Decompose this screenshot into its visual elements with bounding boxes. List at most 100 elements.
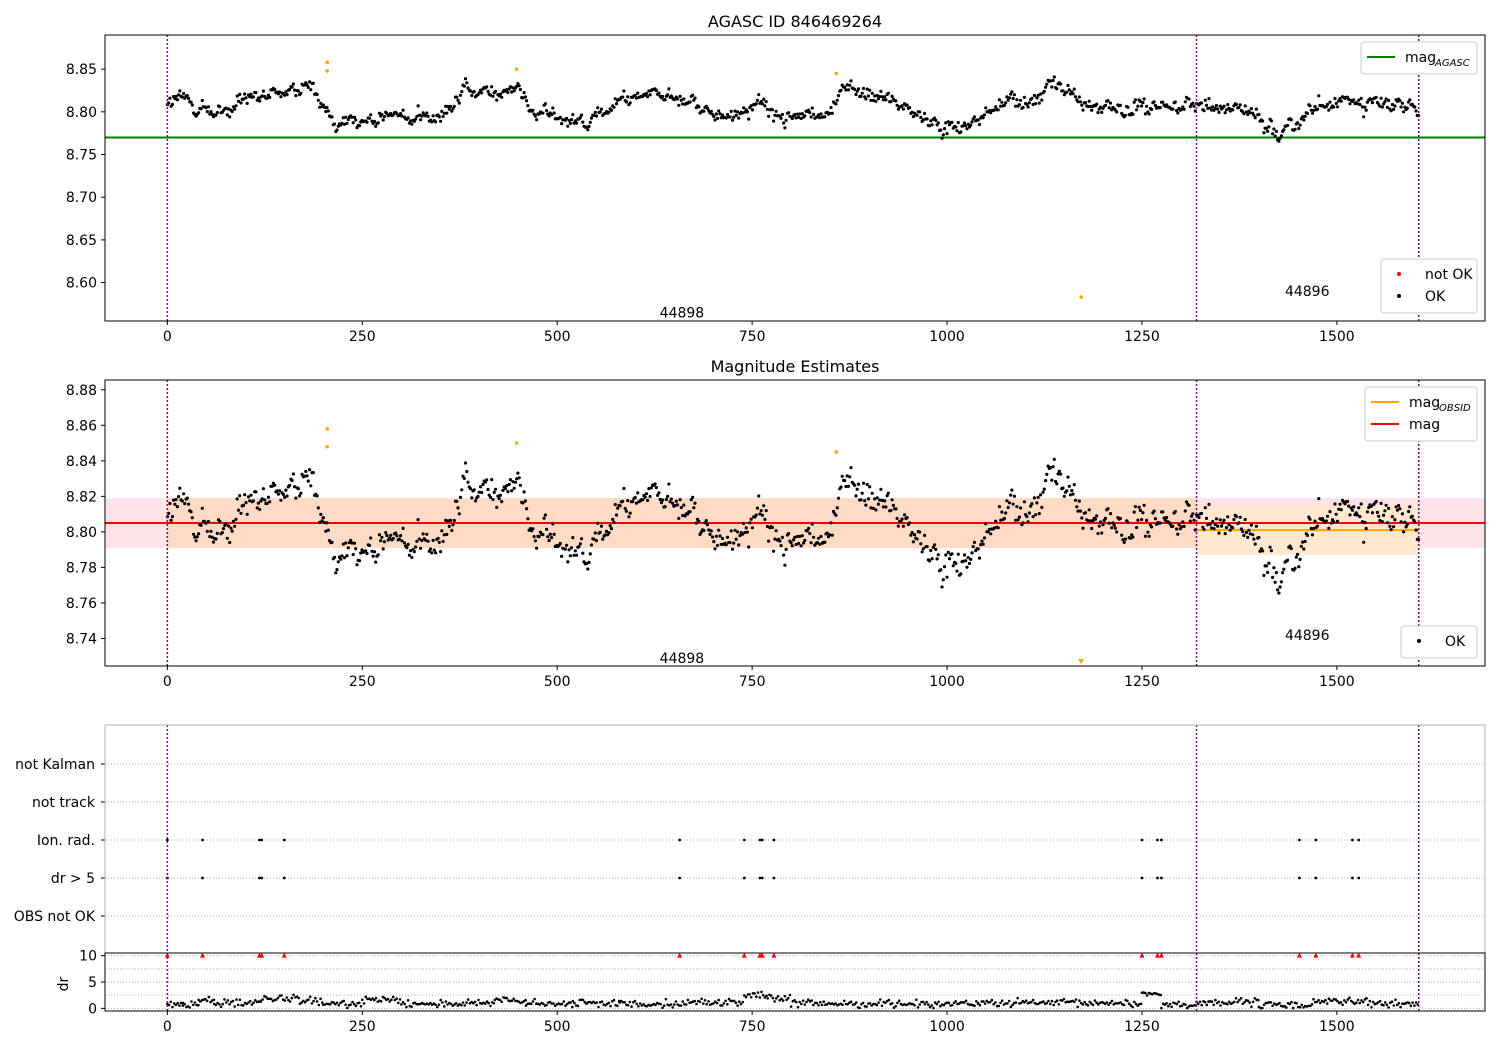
ok-point xyxy=(624,100,629,104)
ok-point xyxy=(351,552,355,557)
dr-point xyxy=(176,1001,179,1005)
ok-point xyxy=(424,538,428,542)
ok-point xyxy=(1213,522,1217,527)
dr-point xyxy=(743,994,746,997)
ok-point xyxy=(954,125,958,129)
ok-point xyxy=(379,539,383,543)
dr-point xyxy=(773,1000,776,1003)
ok-point xyxy=(950,120,954,124)
ok-point xyxy=(552,111,556,115)
ok-point xyxy=(1338,96,1342,101)
dr-point xyxy=(1243,1000,1246,1004)
ok-point xyxy=(864,503,868,507)
ok-point xyxy=(199,523,203,528)
ok-point xyxy=(709,109,713,113)
ok-point xyxy=(434,551,438,555)
ok-point xyxy=(828,533,832,537)
dr-capped-point xyxy=(259,952,265,958)
ok-point xyxy=(883,499,887,503)
ok-point xyxy=(1197,515,1201,520)
ok-point xyxy=(1103,103,1108,107)
ok-point xyxy=(533,539,538,543)
ok-point xyxy=(511,86,515,90)
ok-point xyxy=(868,88,872,92)
ok-point xyxy=(1313,519,1317,523)
ok-point xyxy=(230,529,234,533)
ok-point xyxy=(609,527,614,531)
dr-point xyxy=(349,1003,353,1006)
ok-point xyxy=(1061,486,1065,490)
ok-point xyxy=(622,89,626,93)
ok-point xyxy=(981,542,985,546)
ok-point xyxy=(964,124,968,128)
ok-point xyxy=(860,491,864,495)
ok-point xyxy=(419,118,423,122)
ok-point xyxy=(248,95,252,99)
ok-point xyxy=(611,517,615,522)
ok-point xyxy=(999,518,1003,522)
dr-point xyxy=(1241,1002,1245,1006)
flag-category-label-2: Ion. rad. xyxy=(37,833,95,849)
ok-point xyxy=(1294,555,1298,559)
dr-point xyxy=(1341,1003,1344,1006)
ok-point xyxy=(869,98,873,102)
ok-point xyxy=(236,508,241,512)
ok-point xyxy=(430,551,434,555)
ok-point xyxy=(945,575,949,579)
dr-point xyxy=(817,1004,820,1007)
ok-point xyxy=(318,520,322,525)
dr-point xyxy=(231,999,235,1003)
ok-point xyxy=(800,112,804,116)
ok-point xyxy=(1132,100,1136,104)
dr-point xyxy=(328,1003,332,1006)
dr-point xyxy=(358,1001,361,1005)
dr-point xyxy=(875,1003,879,1007)
ok-point xyxy=(1389,528,1393,532)
dr-point xyxy=(351,1000,354,1004)
dr-point xyxy=(988,1000,992,1004)
dr-point xyxy=(1000,999,1004,1002)
ok-point xyxy=(1036,495,1040,499)
ok-point xyxy=(299,491,303,495)
outlier-point xyxy=(325,60,330,65)
ok-point xyxy=(208,112,212,116)
ok-point xyxy=(1045,82,1049,86)
ok-point xyxy=(747,117,751,121)
dr-point xyxy=(887,998,891,1002)
ok-point xyxy=(468,89,473,93)
dr-point xyxy=(937,1000,940,1004)
ok-point xyxy=(705,106,710,110)
dr-point xyxy=(923,1002,927,1006)
dr-point xyxy=(1139,1002,1143,1006)
ok-point xyxy=(1183,509,1187,513)
ok-point xyxy=(720,536,725,541)
ok-point xyxy=(966,556,970,560)
ok-point xyxy=(374,124,378,128)
ok-point xyxy=(915,113,919,117)
ok-point xyxy=(634,501,639,505)
dr-point xyxy=(297,996,301,1000)
ok-point xyxy=(205,110,209,114)
dr-point xyxy=(1119,1001,1122,1004)
ok-point xyxy=(876,502,881,506)
dr-point xyxy=(1031,998,1035,1002)
ok-point xyxy=(1355,102,1359,106)
ok-point xyxy=(905,516,909,520)
ok-point xyxy=(1027,511,1031,515)
ok-point xyxy=(584,562,589,566)
ok-point xyxy=(1352,505,1356,509)
ok-point xyxy=(648,494,652,499)
dr-point xyxy=(1331,999,1334,1003)
ok-point xyxy=(214,537,218,541)
ok-point xyxy=(749,517,753,521)
ok-point xyxy=(1395,508,1399,512)
ok-point xyxy=(255,506,259,510)
ok-point xyxy=(477,91,481,95)
ok-point xyxy=(439,119,443,123)
ok-point xyxy=(552,532,556,537)
outlier-point xyxy=(1078,659,1085,664)
ok-point xyxy=(1136,104,1140,108)
ok-point xyxy=(1000,510,1004,514)
ok-point xyxy=(977,556,982,560)
dr-point xyxy=(916,1006,920,1009)
